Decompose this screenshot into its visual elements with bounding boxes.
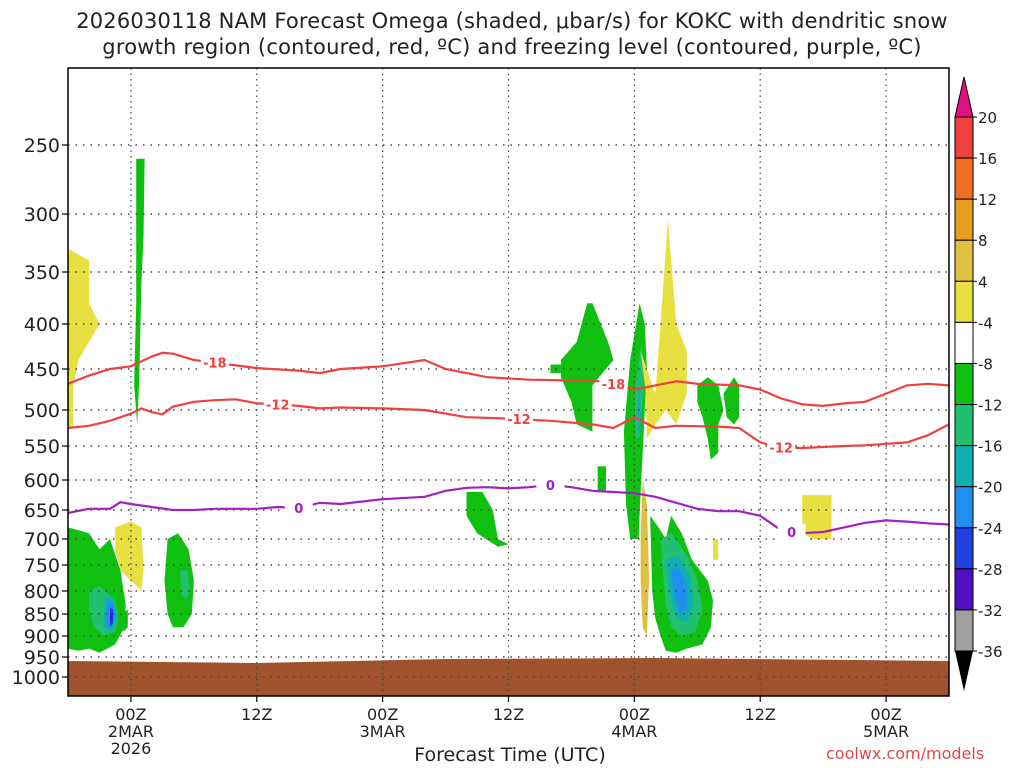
colorbar-top-arrow — [954, 76, 974, 118]
colorbar-label: 20 — [978, 109, 997, 127]
x-tick-label: 12Z — [241, 705, 272, 724]
x-tick-label: 00Z — [870, 705, 901, 724]
omega-shade-region — [68, 248, 100, 428]
colorbar-label: 4 — [978, 273, 988, 291]
omega-shade-region — [713, 539, 719, 560]
y-tick-label: 900 — [24, 626, 60, 648]
colorbar-segment — [954, 445, 974, 488]
y-tick-label: 600 — [24, 470, 60, 492]
colorbar-label: 12 — [978, 191, 997, 209]
colorbar-label: -20 — [978, 479, 1003, 497]
isotherm-minus18-line — [67, 351, 950, 408]
colorbar-label: 16 — [978, 150, 997, 168]
y-tick-label: 500 — [24, 400, 60, 422]
colorbar-label: -12 — [978, 397, 1003, 415]
contour-label: -12 — [507, 413, 531, 428]
contour-label-bg — [284, 500, 313, 517]
omega-shade-region — [802, 495, 832, 539]
y-tick-label: 450 — [24, 359, 60, 381]
chart-title-line1: 2026030118 NAM Forecast Omega (shaded, μ… — [76, 9, 948, 33]
contour-label: -18 — [203, 357, 227, 372]
x-tick-label: 12Z — [493, 705, 524, 724]
x-tick-date-label: 2MAR — [108, 722, 154, 741]
x-tick-label: 00Z — [619, 705, 650, 724]
omega-shade-region — [671, 567, 687, 614]
omega-shade-region — [640, 219, 687, 439]
colorbar-segment — [954, 198, 974, 241]
colorbar-segment — [954, 527, 974, 570]
omega-shade-region — [121, 609, 128, 632]
x-tick-label: 12Z — [745, 705, 776, 724]
colorbar-segment — [954, 157, 974, 200]
omega-shade-region — [597, 466, 606, 492]
y-tick-label: 300 — [24, 204, 60, 226]
chart-title-line2: growth region (contoured, red, ºC) and f… — [102, 35, 922, 59]
x-tick-date-label: 5MAR — [863, 722, 909, 741]
y-tick-label: 350 — [24, 262, 60, 284]
colorbar-segment — [954, 239, 974, 282]
omega-shade-region — [164, 533, 194, 628]
y-tick-label: 650 — [24, 500, 60, 522]
contour-label: 0 — [787, 526, 796, 541]
omega-shade-region — [466, 492, 509, 547]
colorbar-segment — [954, 404, 974, 447]
omega-shade-region — [640, 480, 649, 636]
colorbar-segment — [954, 116, 974, 159]
contour-label-bg — [200, 354, 229, 371]
contour-label-bg — [504, 411, 533, 428]
x-tick-year-label: 2026 — [111, 739, 152, 758]
x-tick-label: 00Z — [115, 705, 146, 724]
contour-label: -18 — [602, 378, 626, 393]
freezing-level-line — [67, 483, 950, 535]
colorbar-bottom-arrow — [955, 651, 973, 691]
y-tick-label: 800 — [24, 581, 60, 603]
colorbar-label: -28 — [978, 561, 1003, 579]
y-tick-label: 950 — [24, 647, 60, 669]
omega-shade-region — [560, 303, 614, 432]
colorbar-label: -24 — [978, 520, 1003, 538]
colorbar-label: -36 — [978, 643, 1003, 661]
x-tick-label: 00Z — [367, 705, 398, 724]
omega-shade-region — [697, 377, 724, 460]
colorbar-segment — [954, 362, 974, 406]
colorbar-label: -8 — [978, 355, 993, 373]
colorbar-segment — [954, 609, 974, 652]
x-axis-label: Forecast Time (UTC) — [414, 744, 606, 766]
contour-label-bg — [767, 439, 796, 456]
y-tick-label: 850 — [24, 604, 60, 626]
omega-shade-region — [110, 611, 113, 623]
x-tick-date-label: 3MAR — [360, 722, 406, 741]
contour-label: 0 — [546, 479, 555, 494]
colorbar-label: 8 — [978, 232, 988, 250]
contour-label: 0 — [294, 502, 303, 517]
colorbar-label: -16 — [978, 438, 1003, 456]
contour-label-bg — [536, 476, 565, 493]
colorbar-segment — [954, 321, 974, 364]
contour-label-bg — [777, 523, 806, 540]
colorbar-segment — [954, 486, 974, 529]
contour-label: -12 — [266, 398, 290, 413]
y-tick-label: 700 — [24, 529, 60, 551]
x-tick-date-label: 4MAR — [611, 722, 657, 741]
ground-terrain — [68, 658, 949, 696]
colorbar-label: -4 — [978, 314, 993, 332]
y-tick-label: 250 — [24, 135, 60, 157]
y-tick-label: 400 — [24, 314, 60, 336]
contour-label-bg — [599, 376, 628, 393]
colorbar-segment — [954, 568, 974, 611]
y-tick-label: 550 — [24, 436, 60, 458]
omega-shade-region — [723, 377, 740, 425]
chart-title: 2026030118 NAM Forecast Omega (shaded, μ… — [0, 8, 1024, 60]
contour-label: -12 — [769, 441, 793, 456]
credit-text: coolwx.com/models — [826, 744, 985, 763]
omega-shade-region — [134, 158, 145, 425]
y-tick-label: 750 — [24, 555, 60, 577]
colorbar-label: -32 — [978, 602, 1003, 620]
y-tick-label: 1000 — [12, 667, 60, 689]
colorbar-segment — [954, 280, 974, 323]
omega-shade-region — [180, 570, 190, 601]
contour-label-bg — [263, 396, 292, 413]
